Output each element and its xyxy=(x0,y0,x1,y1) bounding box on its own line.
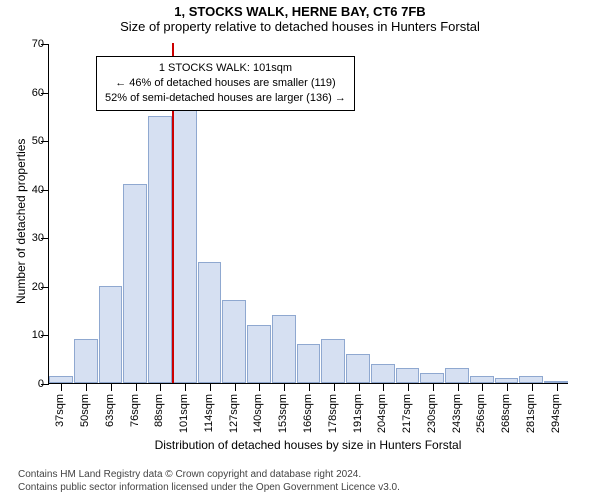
x-tick-label: 294sqm xyxy=(550,394,562,433)
histogram-bar xyxy=(470,376,494,383)
x-tick xyxy=(383,383,384,391)
x-tick xyxy=(433,383,434,391)
chart-title-line1: 1, STOCKS WALK, HERNE BAY, CT6 7FB xyxy=(0,4,600,19)
info-box-line3: 52% of semi-detached houses are larger (… xyxy=(105,91,346,106)
x-tick xyxy=(359,383,360,391)
chart-title-block: 1, STOCKS WALK, HERNE BAY, CT6 7FB Size … xyxy=(0,0,600,34)
x-tick-label: 281sqm xyxy=(525,394,537,433)
x-tick-label: 50sqm xyxy=(79,394,91,427)
histogram-bar xyxy=(148,116,172,383)
histogram-bar xyxy=(396,368,420,383)
footer-line2: Contains public sector information licen… xyxy=(18,482,400,495)
x-tick xyxy=(111,383,112,391)
x-axis-title: Distribution of detached houses by size … xyxy=(48,438,568,452)
x-tick xyxy=(557,383,558,391)
histogram-bar xyxy=(371,364,395,383)
x-tick-label: 268sqm xyxy=(500,394,512,433)
histogram-bar xyxy=(247,325,271,383)
info-box-line2: ← 46% of detached houses are smaller (11… xyxy=(105,76,346,91)
x-tick-label: 230sqm xyxy=(426,394,438,433)
x-tick xyxy=(284,383,285,391)
x-tick-label: 114sqm xyxy=(203,394,215,432)
x-tick xyxy=(210,383,211,391)
x-tick xyxy=(259,383,260,391)
histogram-bar xyxy=(222,300,246,383)
footer-attribution: Contains HM Land Registry data © Crown c… xyxy=(18,469,400,494)
x-tick xyxy=(334,383,335,391)
chart-title-line2: Size of property relative to detached ho… xyxy=(0,19,600,34)
x-tick xyxy=(235,383,236,391)
x-tick-label: 256sqm xyxy=(475,394,487,433)
x-tick-label: 243sqm xyxy=(451,394,463,433)
histogram-bar xyxy=(123,184,147,383)
x-tick xyxy=(185,383,186,391)
histogram-bar xyxy=(321,339,345,383)
x-tick xyxy=(86,383,87,391)
x-tick xyxy=(309,383,310,391)
x-tick xyxy=(482,383,483,391)
histogram-bar xyxy=(99,286,123,383)
x-tick-label: 178sqm xyxy=(327,394,339,433)
x-tick-label: 76sqm xyxy=(129,394,141,427)
histogram-bar xyxy=(49,376,73,383)
x-tick xyxy=(61,383,62,391)
x-tick-label: 101sqm xyxy=(178,394,190,433)
chart-area: 1 STOCKS WALK: 101sqm ← 46% of detached … xyxy=(48,44,568,422)
y-tick-label: 70 xyxy=(20,38,44,50)
x-tick xyxy=(458,383,459,391)
x-tick-label: 153sqm xyxy=(277,394,289,433)
x-tick-label: 166sqm xyxy=(302,394,314,433)
x-tick-label: 191sqm xyxy=(352,394,364,433)
x-tick-label: 88sqm xyxy=(153,394,165,427)
footer-line1: Contains HM Land Registry data © Crown c… xyxy=(18,469,400,482)
histogram-bar xyxy=(297,344,321,383)
histogram-bar xyxy=(445,368,469,383)
info-box: 1 STOCKS WALK: 101sqm ← 46% of detached … xyxy=(96,56,355,111)
info-box-line1: 1 STOCKS WALK: 101sqm xyxy=(105,61,346,76)
histogram-bar xyxy=(198,262,222,383)
x-tick-label: 217sqm xyxy=(401,394,413,433)
y-tick-label: 60 xyxy=(20,87,44,99)
y-tick-label: 0 xyxy=(20,378,44,390)
histogram-bar xyxy=(272,315,296,383)
x-tick xyxy=(507,383,508,391)
x-tick-label: 140sqm xyxy=(252,394,264,433)
y-axis-title: Number of detached properties xyxy=(14,139,28,304)
y-tick-label: 10 xyxy=(20,329,44,341)
x-tick-label: 127sqm xyxy=(228,394,240,433)
histogram-bar xyxy=(74,339,98,383)
x-tick xyxy=(408,383,409,391)
histogram-bar xyxy=(420,373,444,383)
histogram-bar xyxy=(173,82,197,383)
histogram-bar xyxy=(519,376,543,383)
x-tick xyxy=(160,383,161,391)
x-tick-label: 37sqm xyxy=(54,394,66,427)
x-tick-label: 204sqm xyxy=(376,394,388,433)
x-tick xyxy=(532,383,533,391)
x-tick xyxy=(136,383,137,391)
histogram-bar xyxy=(346,354,370,383)
x-tick-label: 63sqm xyxy=(104,394,116,427)
